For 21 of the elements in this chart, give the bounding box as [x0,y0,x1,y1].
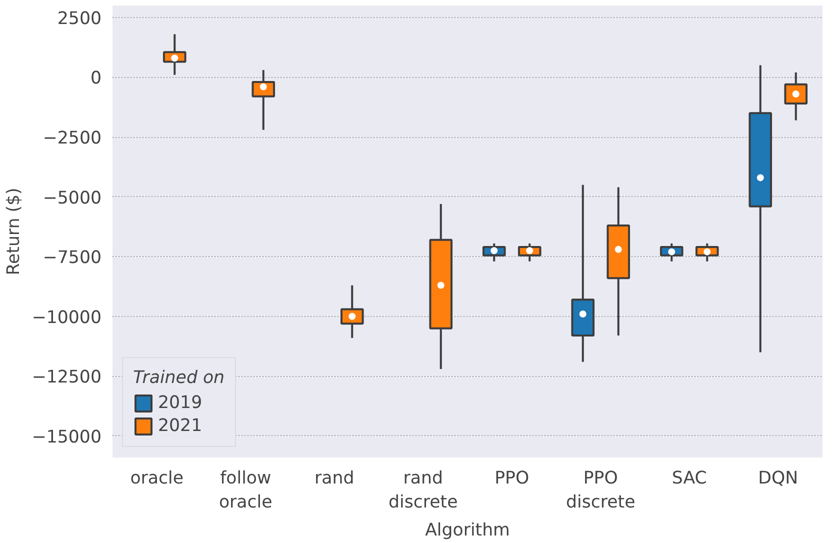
x-tick-label: follow oracle [218,468,272,512]
legend-label: 2021 [158,416,202,436]
x-axis-title: Algorithm [425,520,510,540]
y-tick-label: −15000 [32,427,102,448]
y-tick-label: −5000 [42,188,102,208]
x-tick-label: rand [314,468,354,488]
y-tick-label: −2500 [42,128,102,149]
x-tick-label: oracle [130,468,184,488]
y-tick-label: −10000 [32,308,102,328]
x-tick-label: SAC [672,468,707,488]
y-tick-label: 0 [90,68,102,89]
x-tick-label: DQN [758,468,798,488]
legend-title: Trained on [133,368,225,388]
x-tick-label: PPO discrete [566,468,636,512]
x-tick-label: PPO [494,468,530,488]
y-tick-label: −7500 [42,248,102,268]
y-axis-title: Return ($) [4,188,24,276]
y-tick-label: 2500 [57,8,102,29]
y-tick-label: −12500 [32,368,102,388]
x-tick-label: rand discrete [388,468,458,512]
legend-label: 2019 [158,393,202,413]
